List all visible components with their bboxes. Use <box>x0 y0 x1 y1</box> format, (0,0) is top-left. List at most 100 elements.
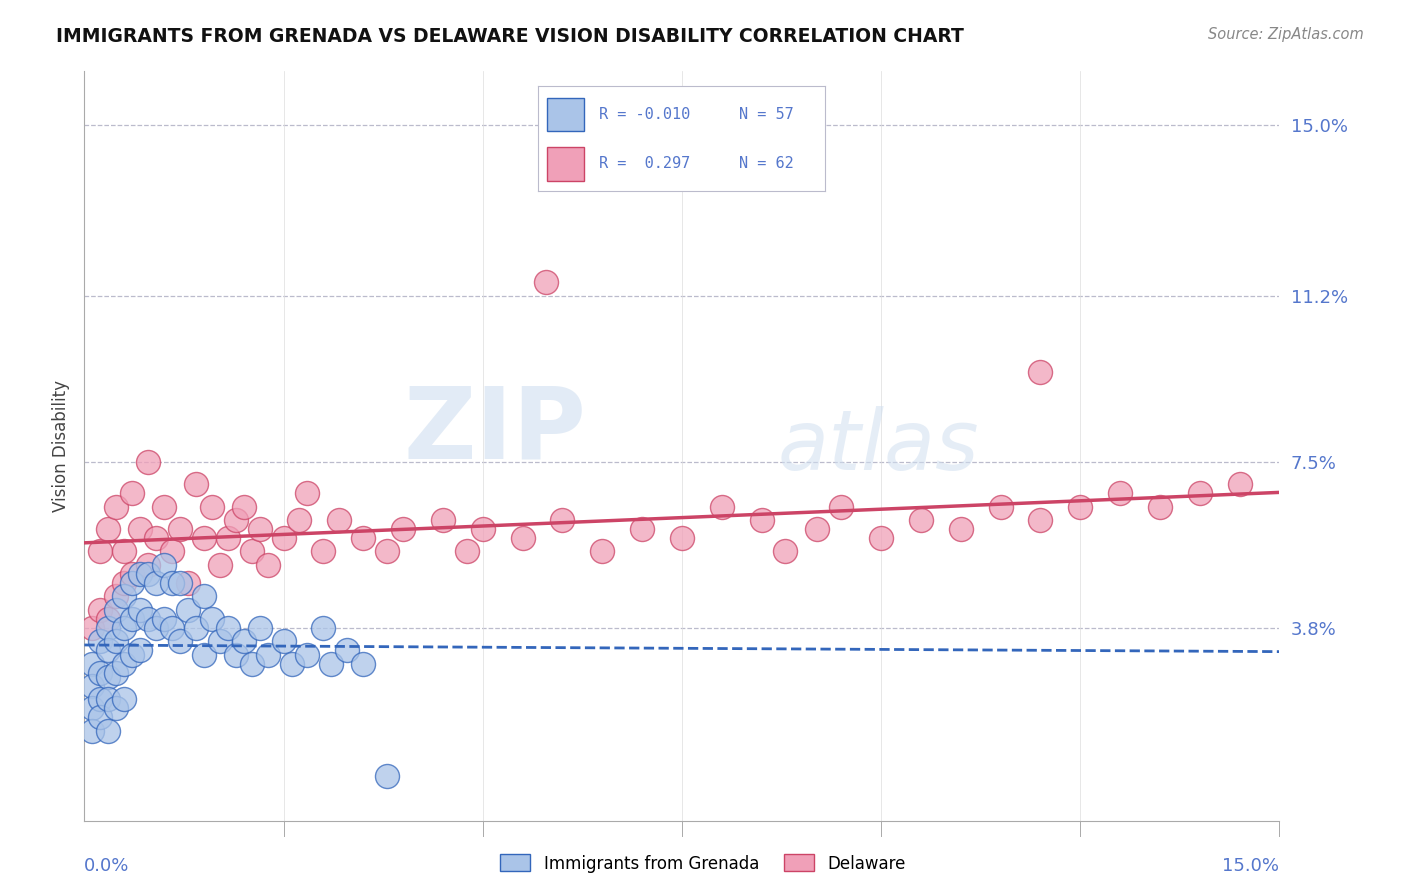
Point <box>1149 500 1171 514</box>
Point <box>273 634 295 648</box>
Point <box>112 590 135 604</box>
Point <box>89 634 111 648</box>
Point <box>89 692 111 706</box>
Point <box>551 513 574 527</box>
Point <box>217 621 239 635</box>
Point <box>82 679 104 693</box>
Point <box>201 500 224 514</box>
Point <box>169 575 191 590</box>
Point <box>208 558 231 572</box>
Point <box>751 513 773 527</box>
Point <box>280 657 302 671</box>
Point <box>184 621 207 635</box>
Point <box>249 522 271 536</box>
Point <box>160 575 183 590</box>
Point <box>949 522 972 536</box>
Point <box>256 648 278 662</box>
Point <box>328 513 350 527</box>
Point <box>710 500 733 514</box>
Point <box>273 531 295 545</box>
Point <box>1109 486 1132 500</box>
Text: 15.0%: 15.0% <box>1222 856 1279 874</box>
Point <box>830 500 852 514</box>
Point <box>89 665 111 680</box>
Point <box>240 657 263 671</box>
Point <box>82 701 104 715</box>
Point <box>1229 477 1251 491</box>
Point <box>136 566 159 581</box>
Point <box>671 531 693 545</box>
Text: 0.0%: 0.0% <box>84 856 129 874</box>
Point <box>105 634 128 648</box>
Point <box>352 657 374 671</box>
Point <box>129 643 152 657</box>
Point <box>217 531 239 545</box>
Point <box>177 575 200 590</box>
Point <box>512 531 534 545</box>
Point <box>97 692 120 706</box>
Point <box>112 692 135 706</box>
Point <box>870 531 893 545</box>
Point <box>375 769 398 783</box>
Point <box>82 723 104 738</box>
Point <box>121 648 143 662</box>
Point <box>97 522 120 536</box>
Point <box>169 522 191 536</box>
Point <box>312 544 335 558</box>
Point <box>990 500 1012 514</box>
Point <box>105 500 128 514</box>
Point <box>89 710 111 724</box>
Point <box>375 544 398 558</box>
Point <box>352 531 374 545</box>
Point <box>432 513 454 527</box>
Point <box>256 558 278 572</box>
Point <box>910 513 932 527</box>
Point <box>232 500 254 514</box>
Text: IMMIGRANTS FROM GRENADA VS DELAWARE VISION DISABILITY CORRELATION CHART: IMMIGRANTS FROM GRENADA VS DELAWARE VISI… <box>56 27 965 45</box>
Point <box>121 486 143 500</box>
Point <box>160 621 183 635</box>
Point <box>1188 486 1211 500</box>
Point <box>392 522 415 536</box>
Point <box>153 500 176 514</box>
Point <box>105 701 128 715</box>
Point <box>112 621 135 635</box>
Point <box>591 544 613 558</box>
Point <box>201 612 224 626</box>
Point <box>312 621 335 635</box>
Point <box>97 670 120 684</box>
Point <box>336 643 359 657</box>
Point <box>184 477 207 491</box>
Point <box>121 612 143 626</box>
Point <box>1029 513 1052 527</box>
Point <box>177 603 200 617</box>
Point <box>82 621 104 635</box>
Point <box>136 612 159 626</box>
Point <box>145 575 167 590</box>
Point <box>136 558 159 572</box>
Point <box>208 634 231 648</box>
Point <box>97 723 120 738</box>
Point <box>112 544 135 558</box>
Text: Source: ZipAtlas.com: Source: ZipAtlas.com <box>1208 27 1364 42</box>
Point <box>105 665 128 680</box>
Point <box>1069 500 1091 514</box>
Point <box>97 612 120 626</box>
Point <box>129 603 152 617</box>
Point <box>136 455 159 469</box>
Point <box>129 522 152 536</box>
Point <box>240 544 263 558</box>
Point <box>297 648 319 662</box>
Point <box>153 612 176 626</box>
Point <box>631 522 654 536</box>
Point <box>145 531 167 545</box>
Point <box>145 621 167 635</box>
Text: ZIP: ZIP <box>404 383 586 480</box>
Point <box>232 634 254 648</box>
Point <box>112 575 135 590</box>
Point <box>89 544 111 558</box>
Point <box>105 603 128 617</box>
Point <box>97 643 120 657</box>
Point <box>82 657 104 671</box>
Legend: Immigrants from Grenada, Delaware: Immigrants from Grenada, Delaware <box>494 847 912 880</box>
